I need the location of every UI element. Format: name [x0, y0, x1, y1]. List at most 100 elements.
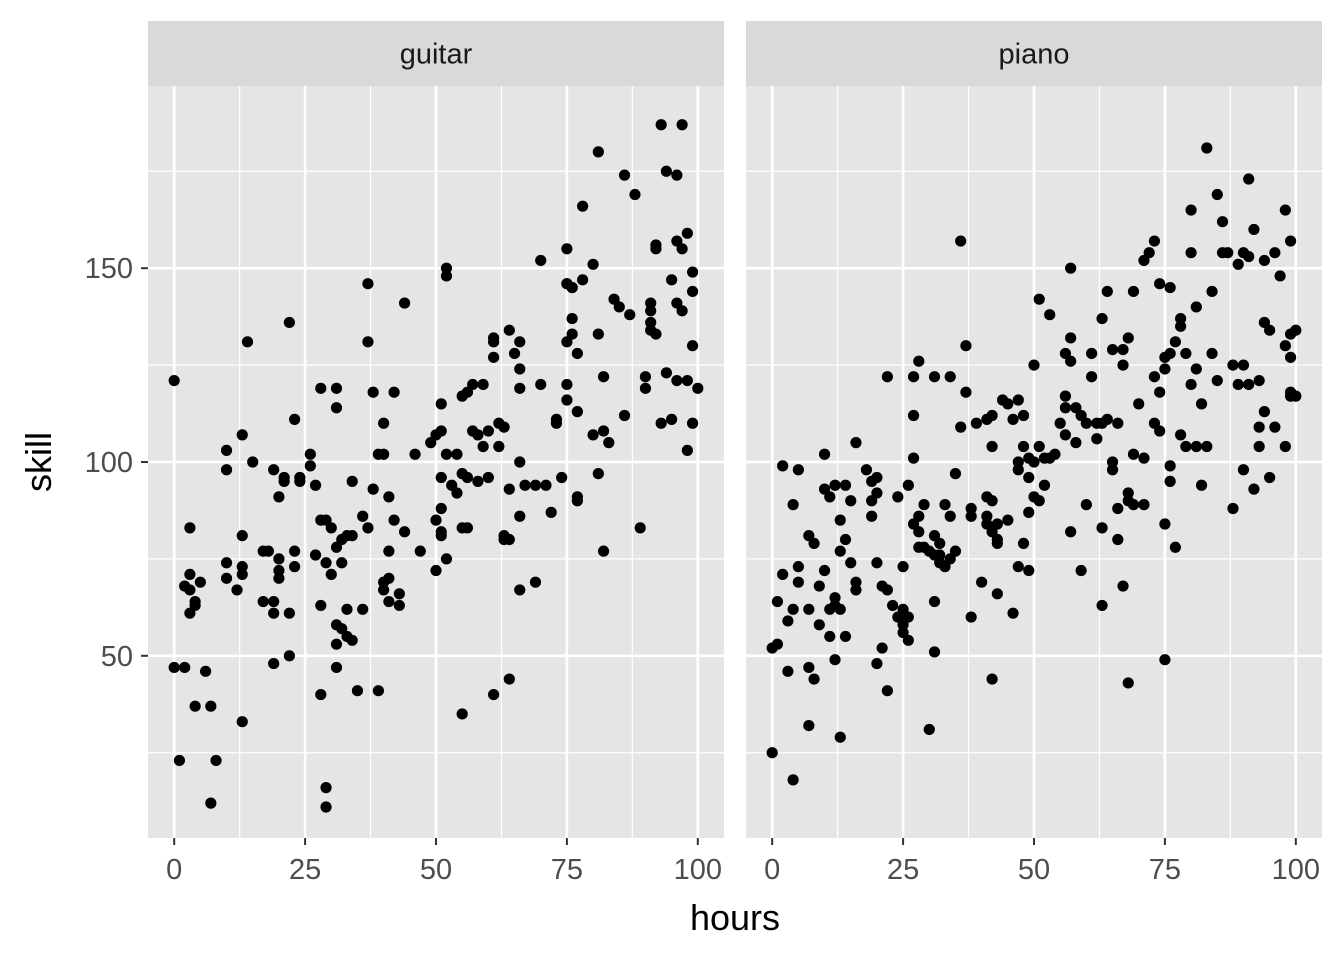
data-point: [561, 243, 573, 255]
data-point: [1012, 464, 1024, 476]
data-point: [278, 471, 290, 484]
data-point: [592, 468, 604, 480]
data-point: [1033, 495, 1045, 507]
data-point: [304, 460, 316, 472]
data-point: [1033, 293, 1045, 305]
data-point: [1269, 247, 1281, 259]
data-point: [1164, 460, 1176, 472]
data-point: [939, 499, 951, 511]
data-point: [629, 188, 641, 201]
data-point: [907, 452, 920, 464]
data-point: [1180, 347, 1192, 360]
data-point: [409, 448, 421, 460]
data-point: [488, 688, 500, 701]
facet-label-piano: piano: [999, 39, 1070, 71]
data-point: [540, 479, 552, 491]
data-point: [220, 444, 233, 456]
data-point: [1190, 301, 1202, 313]
data-point: [367, 386, 379, 398]
data-point: [315, 688, 327, 701]
panel-guitar: guitar: [148, 21, 724, 838]
data-point: [829, 479, 841, 491]
data-point: [1201, 142, 1213, 154]
data-point: [645, 316, 657, 329]
data-point: [597, 425, 610, 437]
data-point: [184, 568, 196, 581]
data-point: [766, 747, 778, 759]
data-point: [902, 634, 914, 646]
data-point: [1154, 278, 1166, 290]
data-point: [173, 754, 186, 767]
data-point: [194, 576, 206, 588]
data-point: [346, 475, 358, 487]
data-point: [467, 378, 479, 391]
data-point: [1012, 394, 1024, 406]
data-point: [472, 429, 484, 441]
data-point: [944, 371, 956, 383]
data-point: [934, 537, 946, 550]
data-point: [876, 642, 888, 654]
data-point: [383, 545, 395, 557]
data-point: [824, 491, 836, 503]
data-point: [220, 557, 233, 569]
data-point: [771, 595, 784, 608]
data-point: [850, 584, 862, 596]
data-point: [949, 545, 962, 557]
data-point: [960, 340, 972, 352]
data-point: [991, 588, 1003, 600]
data-point: [1049, 448, 1061, 460]
data-point: [666, 413, 678, 425]
data-point: [871, 657, 883, 670]
data-point: [1127, 499, 1140, 511]
data-point: [671, 374, 683, 387]
data-point: [1017, 440, 1030, 453]
data-point: [1148, 235, 1161, 247]
data-point: [529, 479, 542, 491]
data-point: [645, 297, 657, 309]
data-point: [777, 460, 789, 472]
data-point: [1248, 223, 1260, 236]
data-point: [839, 630, 852, 643]
data-point: [220, 464, 233, 476]
x-axis-title: hours: [690, 897, 780, 938]
data-point: [1243, 250, 1255, 263]
data-point: [1195, 398, 1208, 410]
data-point: [808, 673, 820, 685]
data-point: [839, 479, 852, 491]
data-point: [268, 464, 280, 476]
x-axis-piano: 0 25 50 75 100: [764, 838, 1320, 886]
data-point: [1154, 425, 1166, 437]
data-point: [1164, 281, 1176, 294]
data-point: [803, 603, 815, 615]
data-point: [289, 561, 301, 573]
data-point: [970, 417, 983, 429]
data-point: [189, 595, 201, 608]
data-point: [393, 599, 405, 612]
data-point: [1185, 204, 1197, 216]
data-point: [1044, 309, 1056, 321]
data-point: [902, 479, 914, 491]
data-point: [273, 572, 285, 584]
data-point: [907, 409, 920, 422]
data-point: [603, 437, 615, 449]
data-point: [1232, 378, 1244, 391]
data-point: [1117, 343, 1129, 356]
data-point: [986, 409, 998, 422]
data-point: [283, 316, 295, 329]
data-point: [965, 510, 977, 522]
y-axis-title: skill: [18, 432, 59, 492]
x-tick-label: 0: [166, 854, 182, 886]
data-point: [1122, 487, 1134, 499]
data-point: [508, 347, 521, 360]
data-point: [1211, 374, 1223, 387]
facet-panels: guitar piano: [148, 21, 1322, 838]
x-tick-label: 0: [764, 854, 780, 886]
data-point: [1175, 320, 1187, 332]
data-point: [1243, 378, 1255, 391]
data-point: [236, 561, 248, 573]
data-point: [1227, 502, 1239, 515]
data-point: [1237, 359, 1250, 371]
data-point: [676, 243, 688, 255]
data-point: [519, 479, 531, 491]
data-point: [325, 568, 337, 581]
